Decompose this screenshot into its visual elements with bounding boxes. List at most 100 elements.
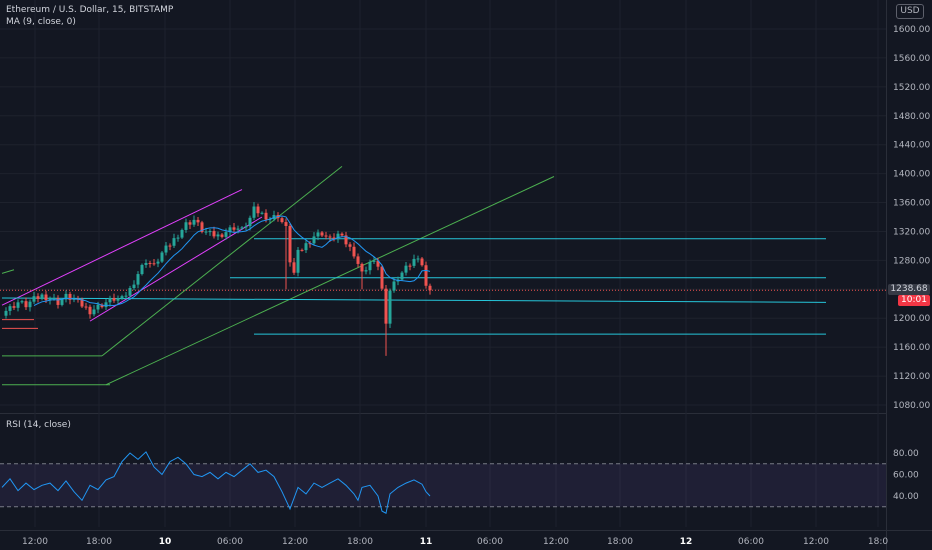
candle-body bbox=[268, 219, 272, 221]
time-tick-label: 12:00 bbox=[282, 537, 308, 547]
time-tick-label: 18:0 bbox=[868, 537, 888, 547]
candle-body bbox=[196, 219, 200, 223]
ma-indicator-legend[interactable]: MA (9, close, 0) bbox=[6, 17, 76, 27]
price-tick-label: 1520.00 bbox=[893, 83, 930, 93]
candle-body bbox=[264, 212, 268, 220]
candle-body bbox=[52, 298, 56, 300]
candle-body bbox=[180, 229, 184, 238]
candle-body bbox=[68, 293, 72, 300]
candle-body bbox=[368, 261, 372, 271]
moving-average-line bbox=[33, 215, 431, 307]
candle-body bbox=[360, 263, 364, 272]
candle-body bbox=[20, 301, 24, 303]
price-tick-label: 1560.00 bbox=[893, 54, 930, 64]
price-tick-label: 1160.00 bbox=[893, 343, 930, 353]
candle-body bbox=[412, 258, 416, 266]
rsi-tick-label: 60.00 bbox=[893, 471, 919, 481]
candle-body bbox=[336, 233, 340, 240]
channel-line bbox=[1, 189, 243, 306]
time-tick-label: 18:00 bbox=[347, 537, 373, 547]
rsi-tick-label: 80.00 bbox=[893, 449, 919, 459]
candle-body bbox=[420, 258, 424, 266]
candle-body bbox=[296, 249, 300, 273]
candle-body bbox=[88, 306, 92, 315]
time-tick-label: 12:00 bbox=[22, 537, 48, 547]
candle-body bbox=[80, 299, 84, 307]
candle-body bbox=[428, 285, 432, 291]
candle-body bbox=[208, 231, 212, 233]
candle-body bbox=[300, 249, 304, 251]
drawing-tools-layer[interactable] bbox=[0, 165, 886, 386]
candle-body bbox=[32, 296, 36, 302]
candle-body bbox=[424, 265, 428, 286]
candle-body bbox=[176, 237, 180, 239]
candle-body bbox=[400, 272, 404, 280]
candle-body bbox=[312, 236, 316, 244]
rsi-polyline bbox=[1, 451, 431, 514]
price-tick-label: 1120.00 bbox=[893, 372, 930, 382]
time-tick-label: 12:00 bbox=[803, 537, 829, 547]
candle-body bbox=[288, 225, 292, 263]
candle-body bbox=[116, 298, 120, 301]
candle-body bbox=[28, 301, 32, 308]
candle-body bbox=[416, 258, 420, 260]
trendline bbox=[105, 176, 555, 386]
candle-body bbox=[36, 296, 40, 299]
candle-body bbox=[108, 297, 112, 303]
price-tick-label: 1440.00 bbox=[893, 141, 930, 151]
candle-body bbox=[216, 234, 220, 237]
time-tick-label: 12 bbox=[680, 537, 693, 547]
candle-body bbox=[12, 306, 16, 308]
candle-body bbox=[132, 284, 136, 289]
candle-body bbox=[156, 261, 160, 264]
candle-body bbox=[56, 298, 60, 305]
candle-body bbox=[128, 288, 132, 296]
candle-body bbox=[212, 231, 216, 237]
candle-body bbox=[248, 217, 252, 227]
price-tick-label: 1360.00 bbox=[893, 199, 930, 209]
price-tick-label: 1480.00 bbox=[893, 112, 930, 122]
candle-body bbox=[120, 296, 124, 299]
candle-body bbox=[144, 262, 148, 265]
trendline bbox=[1, 269, 15, 274]
candle-body bbox=[376, 260, 380, 267]
candle-body bbox=[324, 235, 328, 237]
candle-body bbox=[308, 243, 312, 245]
rsi-indicator-legend[interactable]: RSI (14, close) bbox=[6, 420, 71, 430]
candle-body bbox=[104, 302, 108, 308]
axes: 1080.001120.001160.001200.001240.001280.… bbox=[22, 25, 930, 547]
ma-polyline bbox=[33, 215, 431, 307]
symbol-title[interactable]: Ethereum / U.S. Dollar, 15, BITSTAMP bbox=[6, 5, 174, 15]
candle-body bbox=[4, 310, 8, 316]
candle-body bbox=[60, 299, 64, 305]
candle-body bbox=[392, 281, 396, 291]
candle-body bbox=[236, 228, 240, 230]
candle-body bbox=[404, 265, 408, 273]
candle-body bbox=[320, 232, 324, 236]
price-tick-label: 1200.00 bbox=[893, 314, 930, 324]
candle-body bbox=[304, 243, 308, 251]
candle-body bbox=[112, 297, 116, 301]
candle-body bbox=[124, 295, 128, 297]
price-tick-label: 1320.00 bbox=[893, 227, 930, 237]
candle-body bbox=[352, 246, 356, 257]
candle-body bbox=[164, 245, 168, 253]
candle-body bbox=[48, 298, 52, 301]
time-tick-label: 18:00 bbox=[607, 537, 633, 547]
price-tick-label: 1280.00 bbox=[893, 256, 930, 266]
candle-body bbox=[316, 232, 320, 237]
time-tick-label: 11 bbox=[420, 537, 433, 547]
candle-body bbox=[96, 304, 100, 310]
currency-badge[interactable]: USD bbox=[896, 4, 924, 19]
trendline bbox=[101, 165, 343, 357]
candle-body bbox=[256, 206, 260, 214]
candle-body bbox=[136, 274, 140, 285]
candle-body bbox=[280, 218, 284, 223]
candle-body bbox=[252, 206, 256, 218]
candle-body bbox=[232, 227, 236, 230]
time-tick-label: 10 bbox=[159, 537, 172, 547]
time-tick-label: 12:00 bbox=[543, 537, 569, 547]
rsi-tick-label: 40.00 bbox=[893, 492, 919, 502]
